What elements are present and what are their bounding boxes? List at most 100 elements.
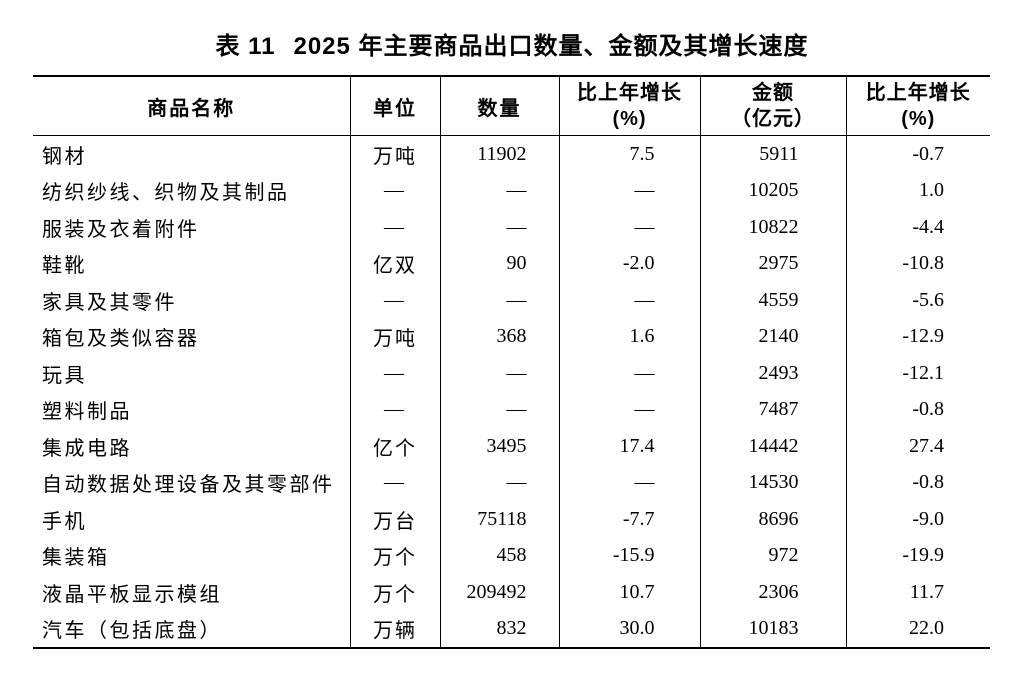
- cell-amount: 5911: [699, 135, 846, 173]
- cell-quantity: 90: [439, 245, 559, 282]
- cell-commodity-name: 家具及其零件: [42, 291, 177, 314]
- cell-quantity: 75118: [439, 501, 559, 538]
- table-body: 钢材 万吨 11902 7.5 5911 -0.7 纺织纱线、织物及其制品 — …: [33, 135, 990, 648]
- cell-commodity-name: 钢材: [42, 145, 87, 168]
- commodity-export-table: 商品名称 单位 数量 比上年增长 (%) 金额 （亿元） 比上年增长 (%) 钢…: [33, 75, 990, 649]
- cell-amount: 8696: [699, 501, 846, 538]
- table-row: 自动数据处理设备及其零部件 — — — 14530 -0.8: [33, 464, 990, 501]
- table-title-text: 2025 年主要商品出口数量、金额及其增长速度: [293, 33, 809, 60]
- cell-commodity-name: 服装及衣着附件: [42, 218, 200, 241]
- cell-quantity-growth: —: [558, 391, 700, 428]
- cell-amount-growth: -9.0: [845, 501, 990, 538]
- cell-unit: 万个: [349, 537, 440, 574]
- col-header-quantity-growth-line2: (%): [612, 108, 647, 130]
- cell-quantity: 11902: [439, 135, 559, 173]
- cell-amount-growth: -5.6: [845, 282, 990, 319]
- cell-amount: 10822: [699, 209, 846, 246]
- cell-amount-growth: -12.1: [845, 355, 990, 392]
- cell-amount-growth: -0.8: [845, 464, 990, 501]
- table-row: 纺织纱线、织物及其制品 — — — 10205 1.0: [33, 172, 990, 209]
- table-row: 集装箱 万个 458 -15.9 972 -19.9: [33, 537, 990, 574]
- col-header-amount-line2: （亿元）: [731, 108, 815, 130]
- col-header-quantity-growth-line1: 比上年增长: [577, 82, 682, 104]
- table-row: 钢材 万吨 11902 7.5 5911 -0.7: [33, 135, 990, 173]
- cell-amount: 2306: [699, 574, 846, 611]
- cell-amount: 2975: [699, 245, 846, 282]
- col-header-amount: 金额 （亿元）: [699, 76, 846, 136]
- cell-unit: —: [349, 209, 440, 246]
- cell-quantity-growth: 1.6: [558, 318, 700, 355]
- cell-quantity: 209492: [439, 574, 559, 611]
- cell-commodity-name: 塑料制品: [42, 401, 132, 424]
- cell-unit: 亿个: [349, 428, 440, 465]
- cell-unit: 万台: [349, 501, 440, 538]
- header-row: 商品名称 单位 数量 比上年增长 (%) 金额 （亿元） 比上年增长 (%): [33, 76, 990, 136]
- cell-unit: —: [349, 172, 440, 209]
- col-header-amount-growth: 比上年增长 (%): [845, 76, 990, 136]
- cell-amount: 10205: [699, 172, 846, 209]
- cell-commodity-name: 玩具: [42, 364, 87, 387]
- cell-quantity: —: [439, 464, 559, 501]
- cell-unit: 万吨: [349, 135, 440, 173]
- cell-quantity-growth: -15.9: [558, 537, 700, 574]
- cell-unit: —: [349, 391, 440, 428]
- cell-commodity-name: 鞋靴: [42, 255, 87, 278]
- cell-quantity: 368: [439, 318, 559, 355]
- cell-quantity-growth: 30.0: [558, 610, 700, 648]
- cell-commodity-name: 集装箱: [42, 547, 110, 570]
- cell-commodity-name: 汽车（包括底盘）: [42, 620, 222, 643]
- col-header-commodity-name: 商品名称: [33, 76, 350, 136]
- cell-amount-growth: 27.4: [845, 428, 990, 465]
- cell-unit: 万吨: [349, 318, 440, 355]
- cell-amount-growth: 22.0: [845, 610, 990, 648]
- col-header-quantity: 数量: [439, 76, 559, 136]
- cell-quantity-growth: -2.0: [558, 245, 700, 282]
- cell-amount-growth: -19.9: [845, 537, 990, 574]
- cell-quantity: 832: [439, 610, 559, 648]
- table-row: 塑料制品 — — — 7487 -0.8: [33, 391, 990, 428]
- table-header: 商品名称 单位 数量 比上年增长 (%) 金额 （亿元） 比上年增长 (%): [33, 76, 990, 136]
- cell-unit: 万个: [349, 574, 440, 611]
- cell-unit: —: [349, 464, 440, 501]
- cell-commodity-name: 箱包及类似容器: [42, 328, 200, 351]
- cell-amount-growth: -0.8: [845, 391, 990, 428]
- cell-quantity-growth: 17.4: [558, 428, 700, 465]
- cell-commodity-name: 纺织纱线、织物及其制品: [42, 182, 290, 205]
- cell-quantity-growth: —: [558, 209, 700, 246]
- table-row: 汽车（包括底盘） 万辆 832 30.0 10183 22.0: [33, 610, 990, 648]
- col-header-quantity-growth: 比上年增长 (%): [558, 76, 700, 136]
- cell-commodity-name: 液晶平板显示模组: [42, 583, 222, 606]
- cell-quantity-growth: —: [558, 172, 700, 209]
- col-header-amount-growth-line1: 比上年增长: [865, 82, 971, 104]
- table-row: 箱包及类似容器 万吨 368 1.6 2140 -12.9: [33, 318, 990, 355]
- table-row: 玩具 — — — 2493 -12.1: [33, 355, 990, 392]
- cell-quantity-growth: —: [558, 464, 700, 501]
- cell-commodity-name: 集成电路: [42, 437, 132, 460]
- cell-amount-growth: -4.4: [845, 209, 990, 246]
- table-row: 家具及其零件 — — — 4559 -5.6: [33, 282, 990, 319]
- cell-unit: 万辆: [349, 610, 440, 648]
- cell-amount-growth: -0.7: [845, 135, 990, 173]
- cell-quantity-growth: 10.7: [558, 574, 700, 611]
- cell-amount: 10183: [699, 610, 846, 648]
- cell-unit: —: [349, 355, 440, 392]
- page-title: 表 11 2025 年主要商品出口数量、金额及其增长速度: [0, 33, 1024, 61]
- cell-quantity: —: [439, 209, 559, 246]
- col-header-unit: 单位: [349, 76, 440, 136]
- cell-quantity: 3495: [439, 428, 559, 465]
- col-header-amount-line1: 金额: [752, 82, 794, 104]
- cell-quantity: —: [439, 355, 559, 392]
- table-row: 服装及衣着附件 — — — 10822 -4.4: [33, 209, 990, 246]
- cell-amount: 14442: [699, 428, 846, 465]
- cell-quantity-growth: -7.7: [558, 501, 700, 538]
- cell-amount: 2493: [699, 355, 846, 392]
- cell-amount-growth: -10.8: [845, 245, 990, 282]
- cell-amount: 972: [699, 537, 846, 574]
- cell-unit: 亿双: [349, 245, 440, 282]
- cell-unit: —: [349, 282, 440, 319]
- cell-amount-growth: 1.0: [845, 172, 990, 209]
- col-header-amount-growth-line2: (%): [901, 108, 936, 130]
- table-row: 集成电路 亿个 3495 17.4 14442 27.4: [33, 428, 990, 465]
- cell-amount: 4559: [699, 282, 846, 319]
